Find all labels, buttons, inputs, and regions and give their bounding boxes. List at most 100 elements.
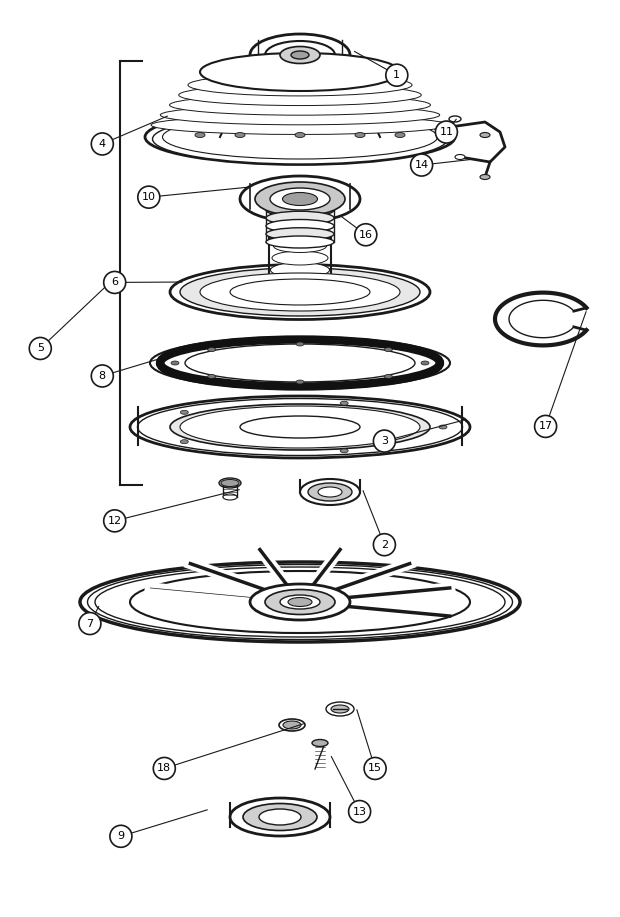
- Ellipse shape: [259, 809, 301, 825]
- Ellipse shape: [208, 348, 216, 351]
- Circle shape: [91, 365, 113, 387]
- Ellipse shape: [455, 154, 465, 160]
- Ellipse shape: [340, 402, 348, 405]
- Ellipse shape: [269, 274, 331, 290]
- Ellipse shape: [223, 494, 237, 500]
- Text: 16: 16: [359, 230, 373, 239]
- Ellipse shape: [221, 480, 239, 487]
- Text: 12: 12: [108, 516, 122, 525]
- Ellipse shape: [180, 410, 188, 414]
- Ellipse shape: [240, 176, 360, 222]
- Ellipse shape: [200, 273, 400, 311]
- Ellipse shape: [179, 84, 421, 105]
- Text: 10: 10: [142, 193, 156, 202]
- Ellipse shape: [480, 132, 490, 138]
- Text: 1: 1: [393, 71, 401, 80]
- Ellipse shape: [395, 132, 405, 138]
- Ellipse shape: [255, 182, 345, 216]
- Ellipse shape: [269, 224, 331, 246]
- Ellipse shape: [318, 487, 342, 497]
- Circle shape: [364, 757, 386, 779]
- Ellipse shape: [180, 439, 188, 444]
- Ellipse shape: [480, 174, 490, 180]
- Circle shape: [348, 801, 371, 823]
- Text: 2: 2: [381, 540, 388, 549]
- Ellipse shape: [170, 404, 430, 450]
- Text: 11: 11: [440, 127, 453, 137]
- Text: 15: 15: [368, 764, 382, 773]
- Ellipse shape: [296, 380, 304, 384]
- Text: 17: 17: [539, 422, 552, 431]
- Circle shape: [373, 430, 396, 452]
- Ellipse shape: [279, 719, 305, 731]
- Ellipse shape: [291, 51, 309, 59]
- Ellipse shape: [296, 342, 304, 346]
- Ellipse shape: [200, 53, 400, 91]
- Ellipse shape: [243, 803, 317, 831]
- Text: 8: 8: [99, 371, 106, 381]
- Ellipse shape: [171, 361, 179, 365]
- Ellipse shape: [265, 590, 335, 614]
- Text: eReplacementParts.com: eReplacementParts.com: [234, 440, 386, 454]
- Ellipse shape: [449, 116, 461, 122]
- Ellipse shape: [295, 132, 305, 138]
- Circle shape: [104, 271, 126, 293]
- Ellipse shape: [266, 203, 334, 217]
- Ellipse shape: [162, 115, 438, 159]
- Ellipse shape: [270, 188, 330, 210]
- Text: 3: 3: [381, 436, 388, 446]
- Ellipse shape: [151, 116, 449, 135]
- Circle shape: [534, 415, 557, 437]
- Ellipse shape: [384, 348, 392, 351]
- Text: 7: 7: [86, 619, 94, 628]
- Ellipse shape: [270, 262, 329, 278]
- Ellipse shape: [185, 344, 415, 382]
- Ellipse shape: [266, 236, 334, 248]
- Circle shape: [91, 133, 113, 155]
- Ellipse shape: [169, 94, 430, 116]
- Circle shape: [153, 757, 175, 779]
- Circle shape: [386, 64, 408, 86]
- Ellipse shape: [208, 374, 216, 379]
- Ellipse shape: [340, 448, 348, 453]
- Ellipse shape: [180, 406, 420, 448]
- Circle shape: [355, 224, 377, 246]
- Ellipse shape: [145, 109, 455, 164]
- Ellipse shape: [266, 219, 334, 233]
- Ellipse shape: [235, 132, 245, 138]
- Ellipse shape: [250, 34, 350, 76]
- Ellipse shape: [283, 193, 317, 205]
- Ellipse shape: [355, 132, 365, 138]
- Ellipse shape: [130, 571, 470, 633]
- Ellipse shape: [308, 483, 352, 501]
- Text: 9: 9: [117, 832, 125, 841]
- Ellipse shape: [219, 478, 241, 488]
- Circle shape: [110, 825, 132, 847]
- Circle shape: [373, 534, 396, 556]
- Circle shape: [104, 510, 126, 532]
- Ellipse shape: [95, 567, 505, 637]
- Ellipse shape: [130, 396, 470, 458]
- Ellipse shape: [280, 47, 320, 63]
- Circle shape: [138, 186, 160, 208]
- Text: 6: 6: [111, 278, 118, 287]
- Text: 18: 18: [157, 764, 171, 773]
- Text: 13: 13: [353, 807, 366, 816]
- Ellipse shape: [161, 105, 440, 125]
- Ellipse shape: [230, 279, 370, 305]
- Circle shape: [410, 154, 433, 176]
- Ellipse shape: [272, 251, 328, 265]
- Ellipse shape: [195, 132, 205, 138]
- Ellipse shape: [266, 211, 334, 225]
- Ellipse shape: [326, 702, 354, 716]
- Ellipse shape: [240, 416, 360, 438]
- Ellipse shape: [421, 361, 429, 365]
- Ellipse shape: [87, 565, 513, 639]
- Ellipse shape: [188, 74, 412, 96]
- Ellipse shape: [288, 598, 312, 606]
- Ellipse shape: [283, 721, 301, 729]
- Ellipse shape: [150, 337, 450, 389]
- Text: 4: 4: [99, 139, 106, 149]
- Circle shape: [435, 121, 458, 143]
- Ellipse shape: [265, 41, 335, 69]
